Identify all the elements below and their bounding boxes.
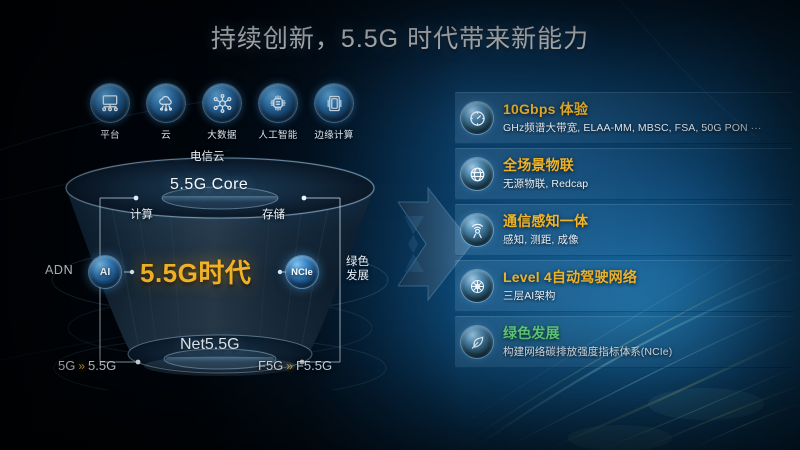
capability-subtitle: 构建网络碳排放强度指标体系(NCIe): [503, 346, 673, 359]
top-capability-label: 人工智能: [258, 130, 298, 141]
capability-subtitle: 三层AI架构: [503, 290, 556, 303]
capability-text: 10Gbps 体验 GHz频谱大带宽, ELAA-MM, MBSC, FSA, …: [503, 101, 793, 135]
platform-icon: [91, 84, 129, 122]
capability-text: 绿色发展 构建网络碳排放强度指标体系(NCIe): [503, 325, 793, 359]
diagram-node-ncie-label: NCIe: [291, 266, 313, 278]
capability-text: 全场景物联 无源物联, Redcap: [503, 157, 793, 191]
evolution-from: 5G: [58, 358, 76, 373]
top-capability-label: 平台: [100, 130, 120, 141]
capability-item-iot[interactable]: 全场景物联 无源物联, Redcap: [455, 148, 793, 200]
page-title: 持续创新，5.5G 时代带来新能力: [210, 25, 590, 53]
diagram-label-green-development: 绿色 发展: [346, 255, 369, 284]
evolution-arrow-icon: »: [78, 359, 86, 373]
top-capability-edge-computing[interactable]: 边缘计算: [312, 84, 356, 141]
capability-title: 10Gbps 体验: [503, 100, 589, 117]
evolution-arrow-icon: »: [286, 359, 293, 373]
capability-text: Level 4自动驾驶网络 三层AI架构: [503, 269, 793, 303]
diagram-label-compute: 计算: [130, 209, 153, 221]
top-capability-label: 云: [161, 130, 171, 141]
diagram-label-storage: 存储: [262, 209, 285, 221]
top-capability-row: 平台 云 大数据: [88, 84, 356, 141]
funnel-graphic: [51, 156, 389, 390]
diagram-label-adn: ADN: [45, 263, 74, 277]
evolution-from: F5G: [258, 358, 284, 373]
diagram-label-telecom-cloud: 电信云: [190, 151, 225, 163]
top-capability-label: 边缘计算: [314, 130, 354, 141]
diagram-label-net: Net5.5G: [180, 336, 240, 353]
network-architecture-diagram: 电信云 5.5G Core 计算 存储 ADN 绿色 发展 5.5G时代 Net…: [40, 140, 400, 390]
iot-globe-icon: [461, 158, 493, 190]
capability-title: 通信感知一体: [503, 212, 589, 229]
capability-subtitle: 无源物联, Redcap: [503, 178, 589, 191]
top-capability-platform[interactable]: 平台: [88, 84, 132, 141]
top-capability-ai[interactable]: 人工智能: [256, 84, 300, 141]
capability-subtitle: GHz频谱大带宽, ELAA-MM, MBSC, FSA, 50G PON ··…: [503, 122, 762, 135]
capability-item-green-development[interactable]: 绿色发展 构建网络碳排放强度指标体系(NCIe): [455, 316, 793, 368]
top-capability-label: 大数据: [207, 130, 237, 141]
top-capability-cloud[interactable]: 云: [144, 84, 188, 141]
cloud-icon: [147, 84, 185, 122]
top-capability-big-data[interactable]: 大数据: [200, 84, 244, 141]
diagram-node-ai-label: AI: [99, 266, 111, 278]
diagram-node-ncie[interactable]: NCIe: [286, 256, 318, 288]
evolution-to: F5.5G: [295, 358, 333, 373]
diagram-label-era: 5.5G时代: [140, 258, 252, 288]
diagram-node-ai[interactable]: AI: [89, 256, 121, 288]
capability-item-autonomous-network[interactable]: Level 4自动驾驶网络 三层AI架构: [455, 260, 793, 312]
diagram-evolution-mobile: 5G» 5.5G: [58, 358, 116, 373]
capability-item-10gbps[interactable]: 10Gbps 体验 GHz频谱大带宽, ELAA-MM, MBSC, FSA, …: [455, 92, 793, 144]
ai-chip-icon: [259, 84, 297, 122]
leaf-icon: [461, 326, 493, 358]
evolution-to: 5.5G: [88, 358, 117, 373]
capability-list: 10Gbps 体验 GHz频谱大带宽, ELAA-MM, MBSC, FSA, …: [455, 92, 793, 372]
autonomous-network-icon: [461, 270, 493, 302]
capability-title: 绿色发展: [503, 324, 560, 341]
speed-gauge-icon: [461, 102, 493, 134]
capability-subtitle: 感知, 测距, 成像: [503, 234, 579, 247]
sensing-radar-icon: [461, 214, 493, 246]
green-development-line1: 绿色: [346, 256, 369, 268]
edge-computing-icon: [315, 84, 353, 122]
green-development-line2: 发展: [346, 270, 369, 283]
big-data-icon: [203, 84, 241, 122]
diagram-evolution-fixed: F5G» F5.5G: [258, 358, 332, 373]
capability-title: Level 4自动驾驶网络: [503, 268, 638, 285]
capability-title: 全场景物联: [503, 156, 574, 173]
capability-item-sensing[interactable]: 通信感知一体 感知, 测距, 成像: [455, 204, 793, 256]
capability-text: 通信感知一体 感知, 测距, 成像: [503, 213, 793, 247]
diagram-label-core: 5.5G Core: [170, 176, 249, 193]
right-arrow-icon: [398, 186, 473, 302]
